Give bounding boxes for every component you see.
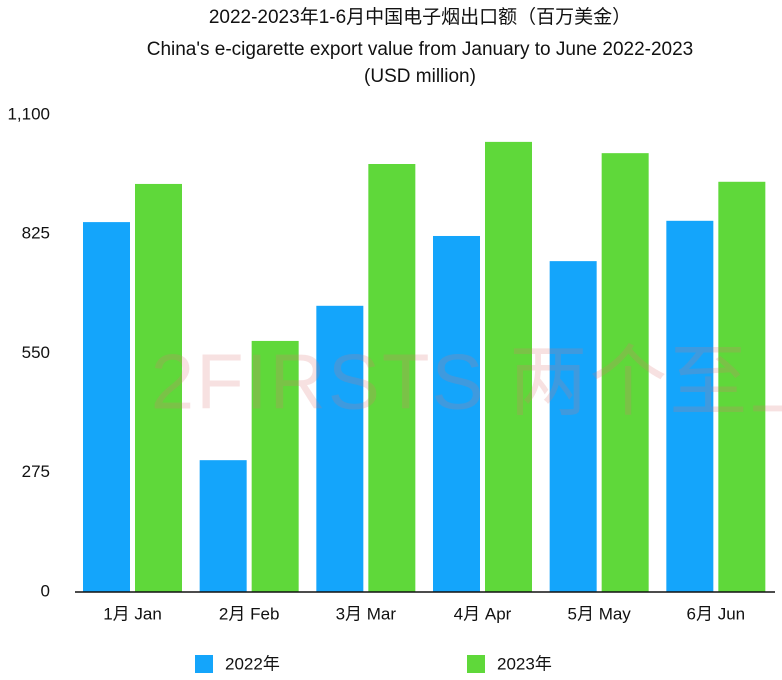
y-tick-label: 0: [41, 581, 50, 600]
chart-subtitle: China's e-cigarette export value from Ja…: [147, 39, 694, 60]
bar: [601, 153, 649, 592]
y-tick-label: 275: [22, 462, 50, 481]
chart-subtitle: (USD million): [364, 66, 476, 87]
x-tick-label: 5月 May: [568, 604, 632, 623]
bar: [316, 305, 364, 592]
y-tick-label: 825: [22, 224, 50, 243]
legend-swatch: [467, 655, 485, 673]
bar: [433, 235, 480, 592]
x-tick-label: 6月 Jun: [687, 604, 746, 623]
bar: [485, 141, 532, 593]
legend-swatch: [195, 655, 213, 673]
x-tick-label: 4月 Apr: [454, 604, 512, 623]
bar: [83, 222, 130, 592]
bar: [666, 220, 714, 593]
y-tick-label: 1,100: [7, 104, 50, 123]
bar: [718, 181, 766, 592]
x-tick-label: 3月 Mar: [336, 604, 397, 623]
watermark: 2FIRSTS 两个至上: [151, 338, 782, 426]
x-tick-label: 2月 Feb: [219, 604, 279, 623]
bar: [199, 460, 247, 592]
legend-label: 2023年: [497, 654, 552, 673]
bar: [368, 164, 416, 592]
bar: [549, 261, 597, 592]
y-tick-label: 550: [22, 343, 50, 362]
chart-title: 2022-2023年1-6月中国电子烟出口额（百万美金）: [209, 6, 631, 28]
x-tick-label: 1月 Jan: [103, 604, 162, 623]
bar: [251, 340, 299, 592]
bar: [135, 183, 182, 592]
legend-label: 2022年: [225, 654, 280, 673]
